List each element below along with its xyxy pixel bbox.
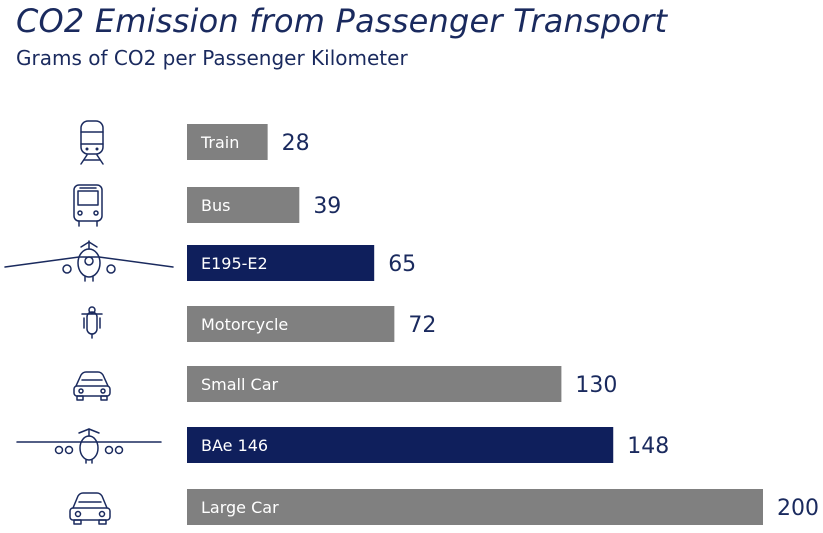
bar-motorcycle bbox=[187, 306, 395, 342]
four-engine-aircraft-icon bbox=[16, 428, 162, 464]
bar-e195-e2 bbox=[187, 245, 375, 281]
bus-icon bbox=[73, 184, 103, 227]
chart-title: CO2 Emission from Passenger Transport bbox=[16, 2, 668, 40]
bar-bae-146 bbox=[187, 427, 614, 463]
bar-value-label: 39 bbox=[313, 194, 341, 219]
bar-bus bbox=[187, 187, 300, 223]
chart-subtitle: Grams of CO2 per Passenger Kilometer bbox=[16, 46, 408, 70]
bar-category-label: Bus bbox=[201, 196, 230, 215]
bar-value-label: 65 bbox=[388, 252, 416, 277]
large-car-icon bbox=[69, 492, 111, 525]
bar-category-label: Train bbox=[200, 133, 239, 152]
bar-value-label: 28 bbox=[282, 131, 310, 156]
bar-value-label: 130 bbox=[575, 373, 617, 398]
motorcycle-icon bbox=[81, 306, 103, 339]
small-car-icon bbox=[73, 371, 111, 401]
bar-category-label: E195-E2 bbox=[201, 254, 268, 273]
bar-category-label: Small Car bbox=[201, 375, 279, 394]
bar-category-label: BAe 146 bbox=[201, 436, 268, 455]
bar-value-label: 72 bbox=[408, 313, 436, 338]
bar-large-car bbox=[187, 489, 763, 525]
bar-value-label: 200 bbox=[777, 496, 819, 521]
bar-category-label: Motorcycle bbox=[201, 315, 288, 334]
bar-train bbox=[187, 124, 268, 160]
jet-aircraft-icon bbox=[4, 240, 174, 282]
train-icon bbox=[80, 120, 104, 165]
bar-category-label: Large Car bbox=[201, 498, 279, 517]
bar-value-label: 148 bbox=[627, 434, 669, 459]
bar-small-car bbox=[187, 366, 562, 402]
